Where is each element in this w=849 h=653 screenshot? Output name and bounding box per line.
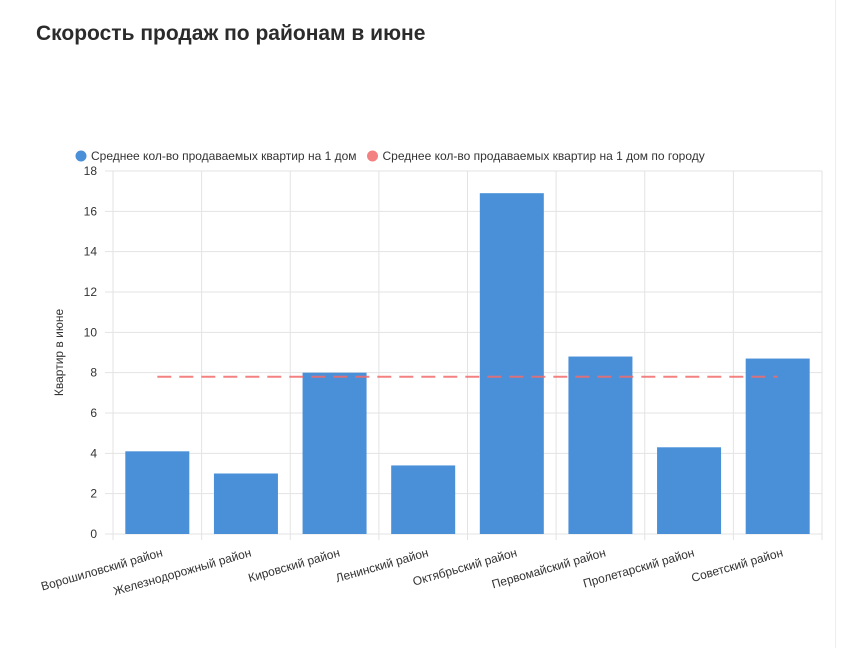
y-tick-label: 18 xyxy=(84,164,98,178)
y-tick-label: 6 xyxy=(90,406,97,420)
y-tick-label: 12 xyxy=(84,285,98,299)
legend-marker xyxy=(367,150,379,162)
bar xyxy=(213,473,278,534)
bar xyxy=(125,451,190,534)
bar xyxy=(302,372,367,534)
y-tick-label: 0 xyxy=(90,527,97,541)
chart-title: Скорость продаж по районам в июне xyxy=(36,22,425,45)
legend-label: Среднее кол-во продаваемых квартир на 1 … xyxy=(91,149,357,163)
y-tick-label: 4 xyxy=(90,446,97,460)
x-tick-label: Советский район xyxy=(690,545,785,585)
bar xyxy=(568,356,633,534)
y-tick-label: 16 xyxy=(84,204,98,218)
y-tick-label: 8 xyxy=(90,366,97,380)
y-tick-label: 10 xyxy=(84,325,98,339)
legend-marker xyxy=(75,150,87,162)
y-axis-label: Квартир в июне xyxy=(52,309,66,397)
y-tick-label: 2 xyxy=(90,487,97,501)
bar xyxy=(745,358,810,534)
bar xyxy=(479,193,544,534)
y-tick-label: 14 xyxy=(84,245,98,259)
legend-label: Среднее кол-во продаваемых квартир на 1 … xyxy=(383,149,705,163)
bar xyxy=(657,447,722,534)
bar xyxy=(391,465,456,534)
x-tick-label: Кировский район xyxy=(247,545,342,585)
